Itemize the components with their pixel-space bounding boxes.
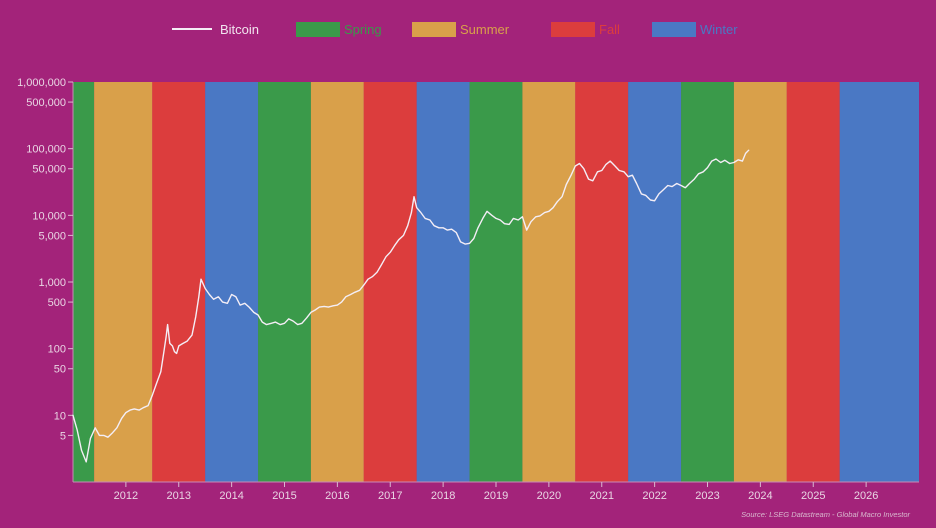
x-axis: 2012 2013 2014 2015 2016 2017 2018 2019 2020 2021…: [73, 481, 919, 502]
series-line-bitcoin: [72, 149, 750, 463]
y-tick-label: 500,000: [26, 97, 66, 109]
x-tick-label: 2018: [431, 490, 455, 502]
season-band-spring: [258, 82, 311, 482]
legend-label: Winter: [700, 22, 738, 37]
legend-item-fall: Fall: [551, 22, 620, 37]
season-band-winter: [416, 82, 470, 482]
legend-swatch-box: [412, 22, 456, 37]
season-band-fall: [575, 82, 629, 482]
season-bands: [73, 82, 919, 482]
y-tick-label: 10: [54, 410, 66, 422]
legend-swatch-box: [551, 22, 595, 37]
x-tick-label: 2026: [854, 490, 878, 502]
y-tick-label: 1,000: [38, 277, 66, 289]
x-tick-label: 2024: [748, 490, 772, 502]
y-tick-label: 50,000: [32, 164, 66, 176]
season-band-spring: [73, 82, 95, 482]
season-band-spring: [469, 82, 523, 482]
season-band-summer: [522, 82, 576, 482]
season-band-fall: [786, 82, 840, 482]
season-band-winter: [839, 82, 919, 482]
legend-item-summer: Summer: [412, 22, 510, 37]
legend-label: Spring: [344, 22, 382, 37]
y-tick-label: 5,000: [38, 230, 66, 242]
x-tick-label: 2013: [167, 490, 191, 502]
x-tick-label: 2014: [219, 490, 243, 502]
legend-item-spring: Spring: [296, 22, 382, 37]
season-band-fall: [152, 82, 206, 482]
y-axis: 1,000,000 500,000 100,000 50,000 10,000 5,000…: [17, 77, 74, 482]
x-tick-label: 2020: [537, 490, 561, 502]
season-band-summer: [310, 82, 364, 482]
season-band-summer: [733, 82, 787, 482]
legend-label: Summer: [460, 22, 510, 37]
y-tick-label: 5: [60, 430, 66, 442]
series-layer: [72, 149, 750, 463]
x-tick-label: 2021: [590, 490, 614, 502]
season-band-summer: [94, 82, 153, 482]
x-tick-label: 2017: [378, 490, 402, 502]
y-tick-label: 50: [54, 364, 66, 376]
legend-label: Bitcoin: [220, 22, 259, 37]
season-band-winter: [205, 82, 259, 482]
season-band-spring: [681, 82, 734, 482]
y-tick-label: 500: [48, 297, 66, 309]
legend-swatch-box: [296, 22, 340, 37]
x-tick-label: 2016: [325, 490, 349, 502]
x-tick-label: 2022: [642, 490, 666, 502]
y-tick-label: 1,000,000: [17, 77, 66, 89]
legend-label: Fall: [599, 22, 620, 37]
source-note: Source: LSEG Datastream - Global Macro I…: [741, 510, 910, 519]
y-tick-label: 10,000: [32, 210, 66, 222]
x-tick-label: 2015: [272, 490, 296, 502]
y-tick-label: 100: [48, 344, 66, 356]
season-band-fall: [363, 82, 417, 482]
y-tick-label: 100,000: [26, 144, 66, 156]
legend-item-bitcoin: Bitcoin: [172, 22, 259, 37]
x-tick-label: 2012: [114, 490, 138, 502]
season-band-winter: [628, 82, 682, 482]
legend: Bitcoin Spring Summer Fall Winter: [172, 22, 738, 37]
legend-swatch-box: [652, 22, 696, 37]
legend-item-winter: Winter: [652, 22, 738, 37]
x-tick-label: 2025: [801, 490, 825, 502]
x-tick-label: 2023: [695, 490, 719, 502]
x-tick-label: 2019: [484, 490, 508, 502]
